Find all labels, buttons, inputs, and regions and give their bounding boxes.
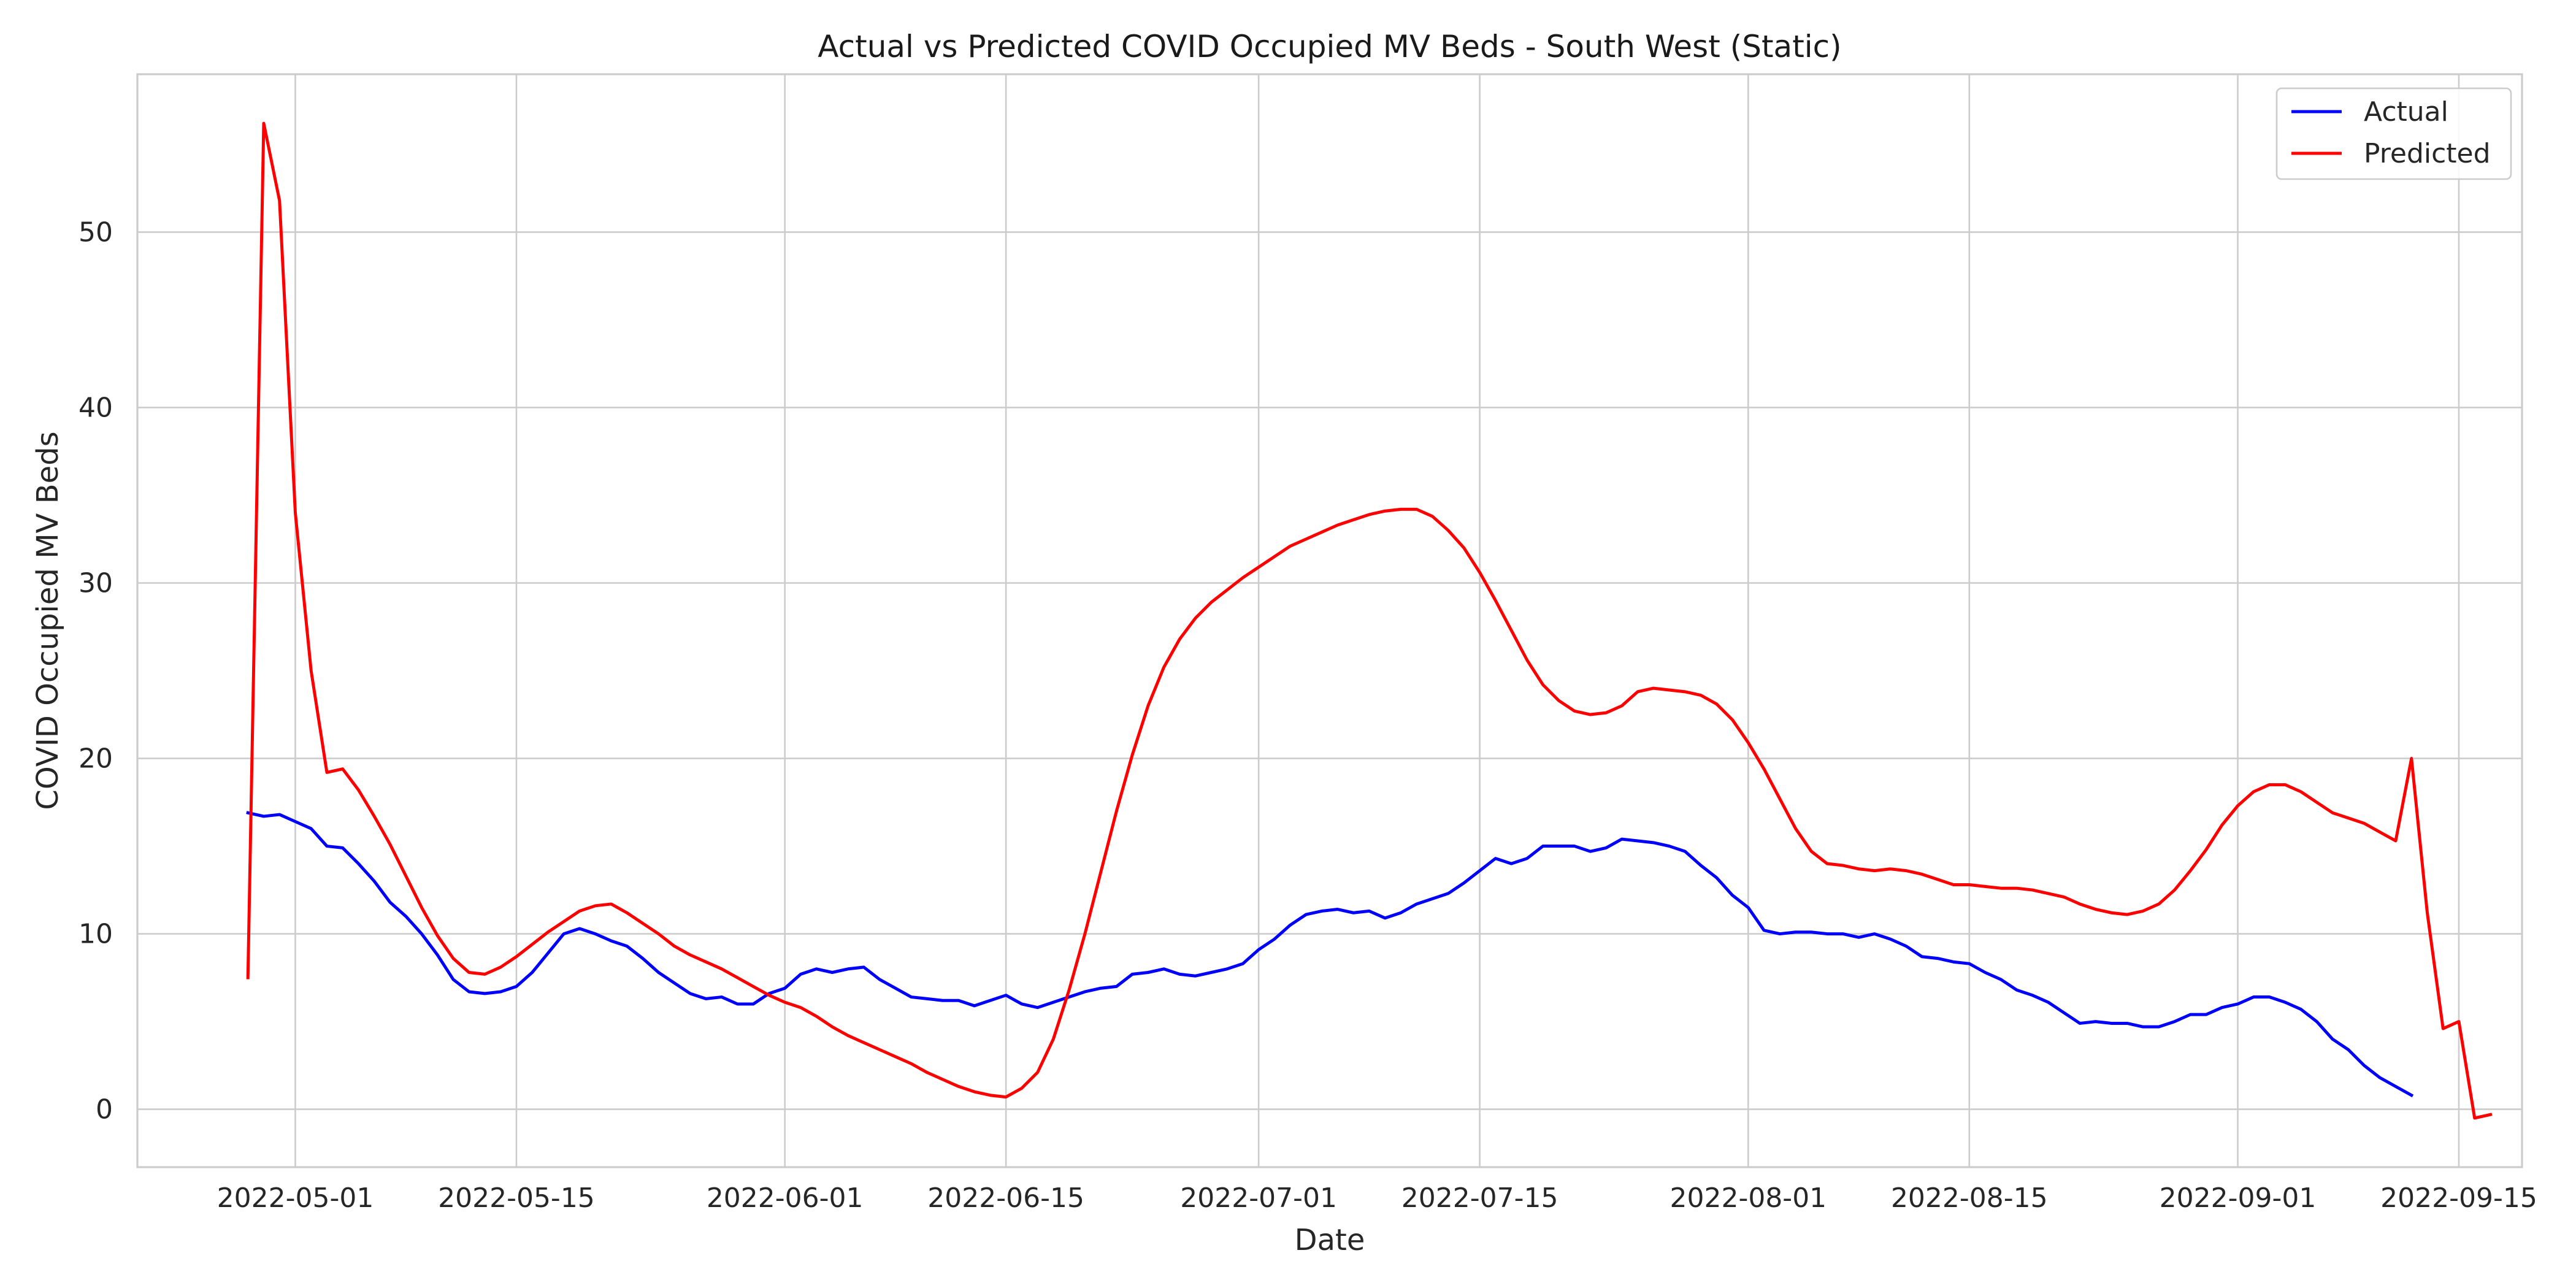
y-tick-labels: 0 10 20 30 40 50 <box>79 217 113 1125</box>
series-layer <box>246 121 2493 1120</box>
legend: Actual Predicted <box>2275 87 2512 180</box>
x-tick-label: 2022-09-01 <box>2160 1183 2317 1214</box>
y-tick-label: 20 <box>79 743 113 775</box>
legend-label-predicted: Predicted <box>2364 138 2491 169</box>
legend-label-actual: Actual <box>2364 96 2448 128</box>
x-tick-labels: 2022-05-01 2022-05-15 2022-06-01 2022-06-15… <box>217 1183 2537 1214</box>
x-tick-label: 2022-06-01 <box>707 1183 864 1214</box>
y-tick-label: 40 <box>79 392 113 423</box>
y-tick-label: 50 <box>79 217 113 248</box>
x-tick-label: 2022-08-01 <box>1669 1183 1827 1214</box>
x-tick-label: 2022-05-01 <box>217 1183 374 1214</box>
x-gridlines <box>294 74 2460 1167</box>
y-tick-label: 0 <box>96 1094 113 1125</box>
y-axis-label: COVID Occupied MV Beds <box>31 431 65 810</box>
y-gridlines <box>137 231 2522 1110</box>
x-tick-label: 2022-07-15 <box>1401 1183 1558 1214</box>
chart-title: Actual vs Predicted COVID Occupied MV Be… <box>818 29 1841 64</box>
x-tick-label: 2022-07-01 <box>1180 1183 1337 1214</box>
y-tick-label: 30 <box>79 568 113 599</box>
x-tick-label: 2022-09-15 <box>2380 1183 2537 1214</box>
series-line-actual <box>246 811 2414 1098</box>
x-tick-label: 2022-05-15 <box>438 1183 595 1214</box>
x-tick-label: 2022-08-15 <box>1891 1183 2048 1214</box>
x-tick-label: 2022-06-15 <box>927 1183 1084 1214</box>
x-axis-label: Date <box>1295 1223 1365 1257</box>
plot-area <box>136 73 2523 1168</box>
series-line-predicted <box>246 121 2493 1120</box>
y-tick-label: 10 <box>79 919 113 950</box>
